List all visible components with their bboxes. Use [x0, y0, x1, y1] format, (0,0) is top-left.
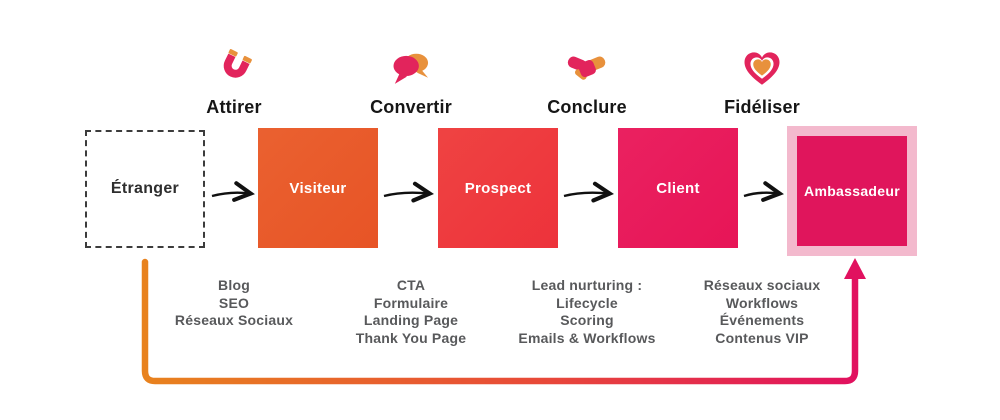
list-item: Scoring [560, 312, 614, 328]
stage-conclure: Conclure [517, 48, 657, 118]
funnel-box-prospect: Prospect [438, 128, 558, 248]
tactics-list-convertir: CTA Formulaire Landing Page Thank You Pa… [321, 277, 501, 347]
speech-bubbles-icon [390, 48, 432, 90]
list-item: Réseaux sociaux [703, 277, 821, 293]
flow-arrow-3 [563, 181, 614, 203]
flow-arrow-2 [383, 181, 434, 203]
flow-arrow-1 [211, 181, 255, 202]
tactics-list-conclure: Lead nurturing : Lifecycle Scoring Email… [497, 277, 677, 347]
list-item: Workflows [725, 294, 799, 311]
list-item: Formulaire [373, 294, 449, 311]
stage-fideliser: Fidéliser [692, 48, 832, 118]
magnet-icon [213, 48, 255, 90]
stage-convertir: Convertir [341, 48, 481, 118]
stage-attirer: Attirer [164, 48, 304, 118]
list-item: CTA [396, 277, 426, 293]
feedback-loop-arrowhead [844, 258, 866, 279]
stage-title: Convertir [370, 97, 452, 117]
list-item: Contenus VIP [715, 329, 809, 346]
list-item: Thank You Page [355, 329, 467, 346]
flow-arrow-4 [743, 181, 784, 202]
list-item: SEO [218, 294, 250, 311]
funnel-box-client: Client [618, 128, 738, 248]
list-item: Emails & Workflows [518, 329, 656, 346]
stage-title: Fidéliser [724, 97, 800, 117]
tactics-list-fideliser: Réseaux sociaux Workflows Événements Con… [672, 277, 852, 347]
list-item: Lifecycle [556, 294, 618, 311]
funnel-box-etranger: Étranger [85, 130, 205, 248]
stage-title: Conclure [547, 97, 627, 117]
handshake-icon [566, 48, 608, 90]
funnel-box-ambassadeur: Ambassadeur [787, 126, 917, 256]
list-item: Landing Page [363, 312, 459, 328]
list-item: Réseaux Sociaux [174, 312, 294, 328]
stage-title: Attirer [206, 97, 262, 117]
list-item: Événements [719, 312, 805, 328]
heart-icon [741, 48, 783, 90]
funnel-box-visiteur: Visiteur [258, 128, 378, 248]
tactics-list-attirer: Blog SEO Réseaux Sociaux [144, 277, 324, 330]
list-item: Blog [218, 277, 250, 293]
list-item: Lead nurturing : [531, 277, 643, 293]
